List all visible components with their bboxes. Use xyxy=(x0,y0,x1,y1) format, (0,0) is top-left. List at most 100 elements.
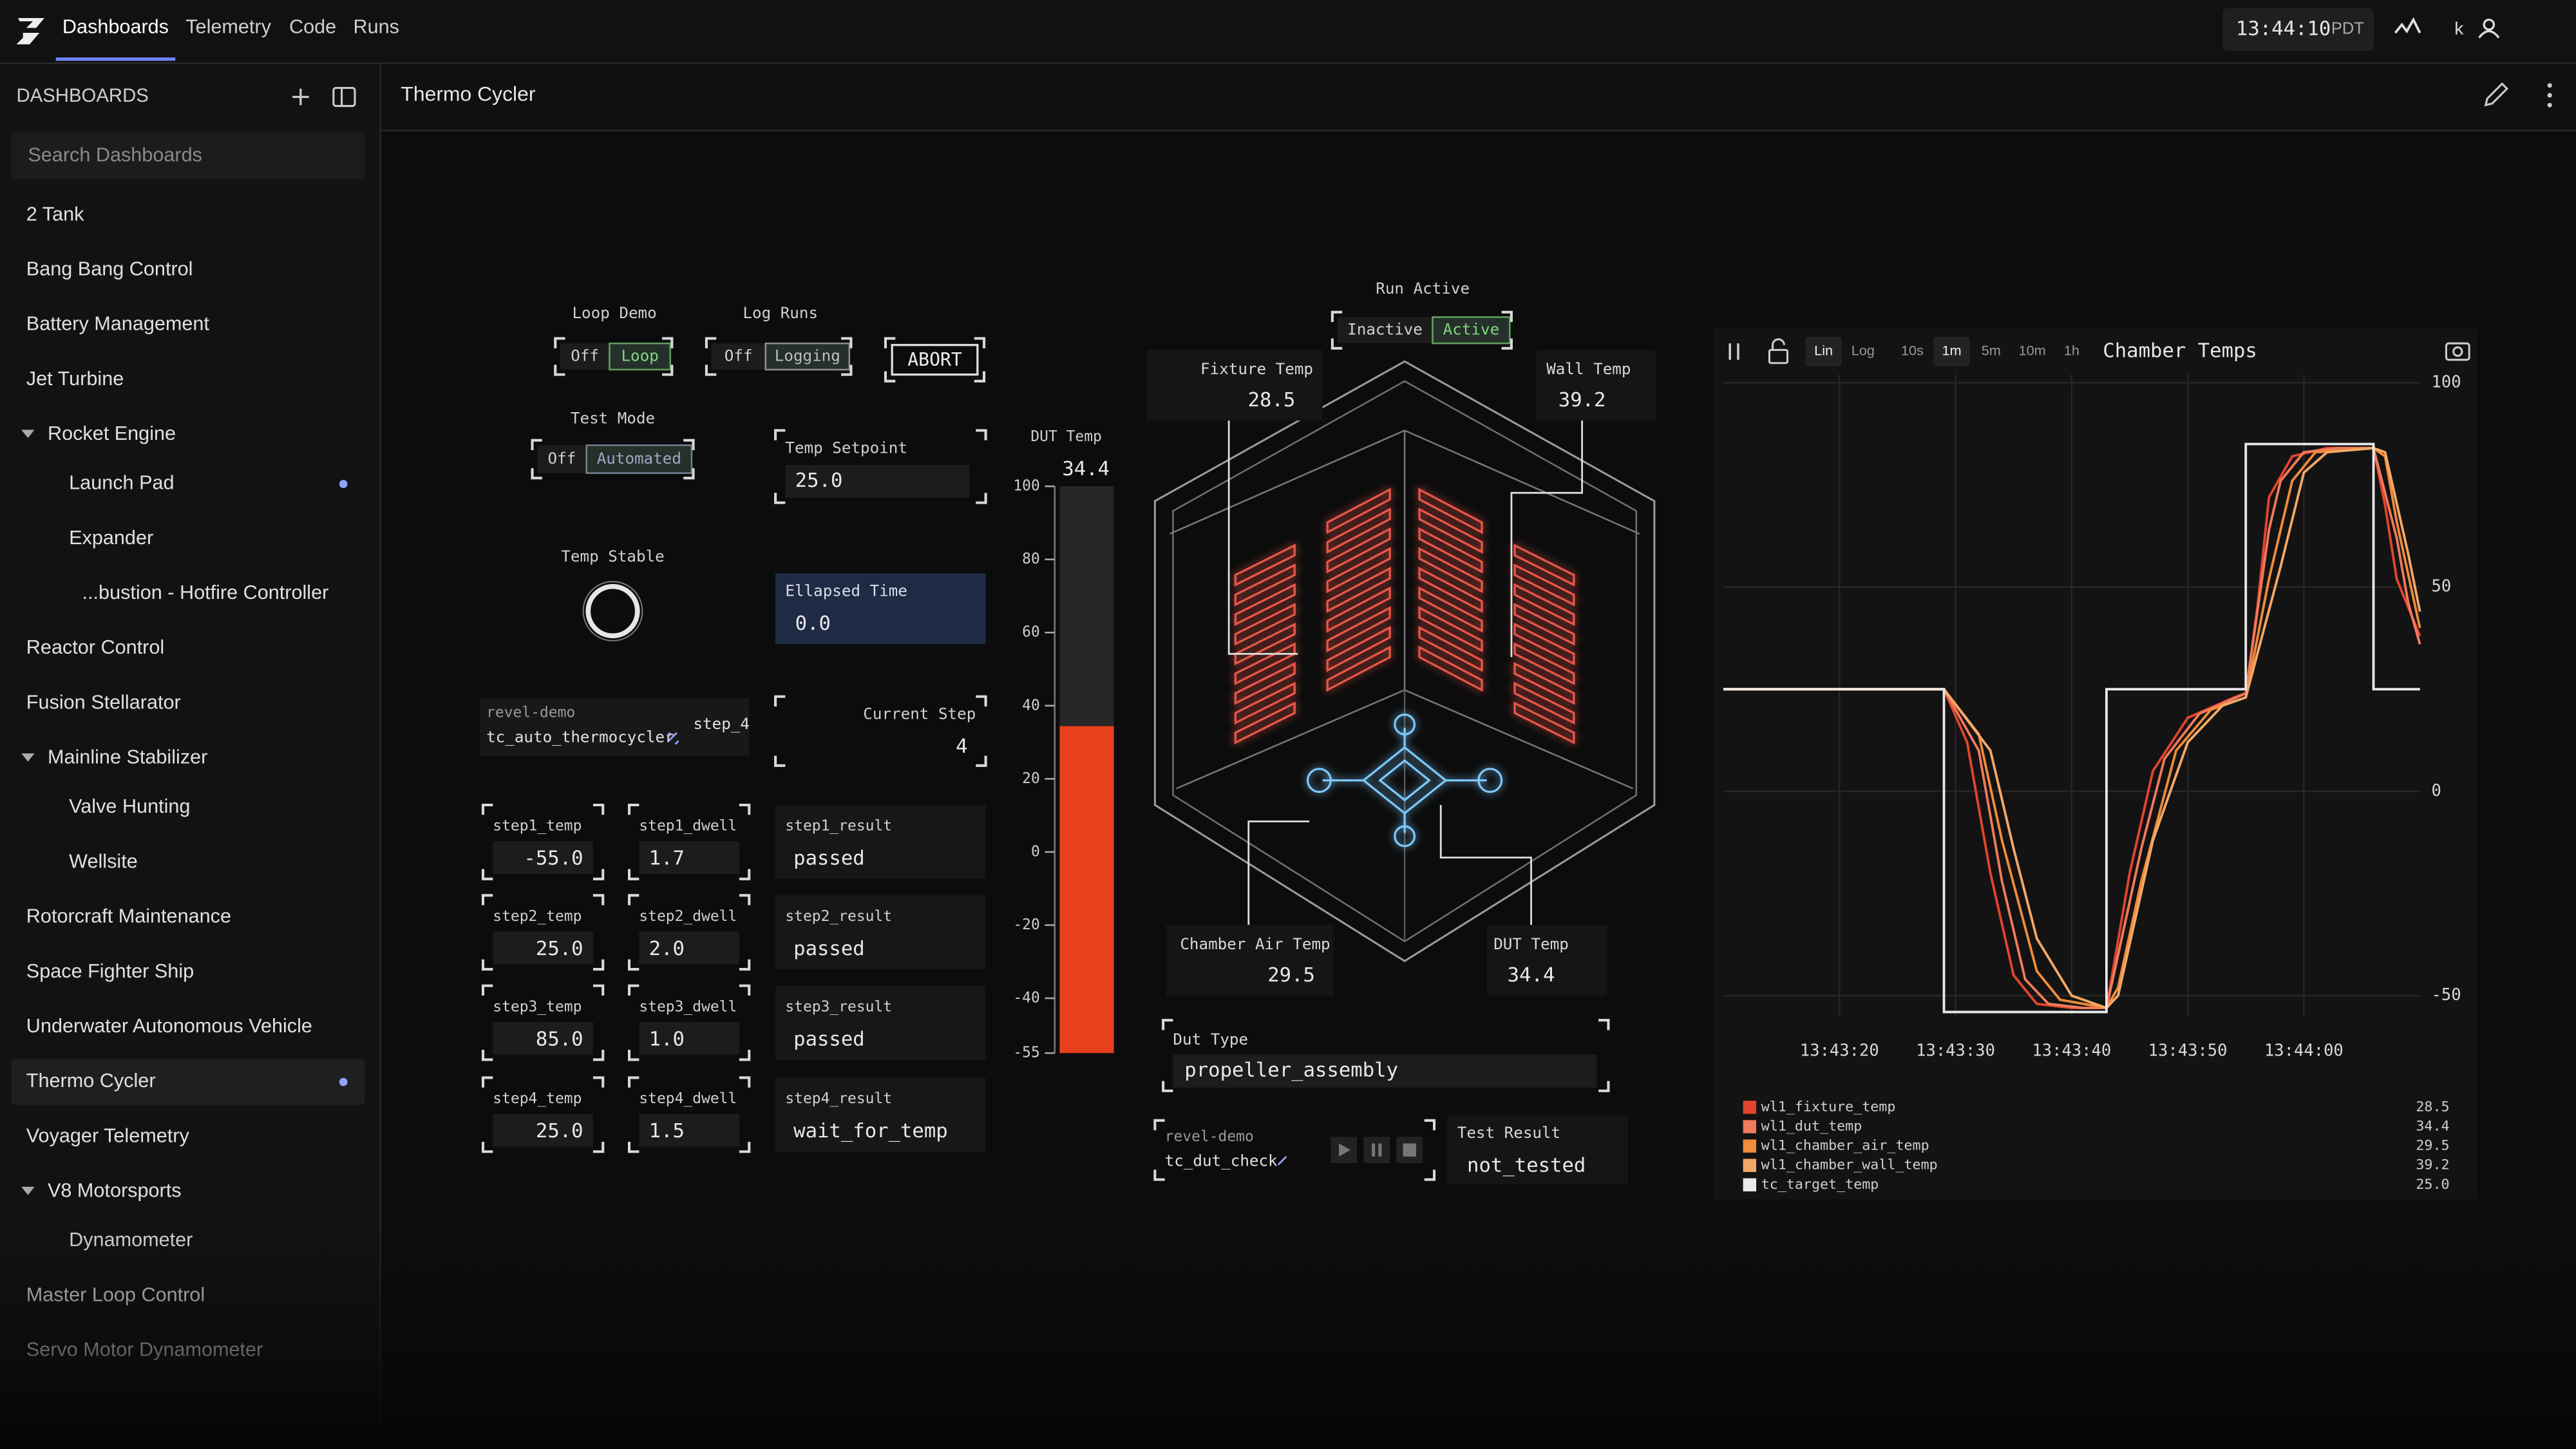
legend-name[interactable]: wl1_chamber_air_temp xyxy=(1761,1138,1929,1154)
step-label: step1_result xyxy=(785,818,892,835)
field-value: 4 xyxy=(956,735,967,758)
legend-name[interactable]: tc_target_temp xyxy=(1761,1177,1879,1193)
gauge-bar xyxy=(1059,726,1114,1054)
switch-option xyxy=(1337,317,1433,344)
window-option[interactable]: 5m xyxy=(1982,343,2001,359)
sidebar-item[interactable]: V8 Motorsports xyxy=(48,1180,182,1202)
x-tick-label: 13:44:00 xyxy=(2264,1041,2344,1061)
step-label: step4_temp xyxy=(493,1090,582,1107)
switch-option-label[interactable]: Inactive xyxy=(1347,321,1423,339)
sidebar-item[interactable]: Launch Pad xyxy=(69,472,174,494)
nav-tab[interactable]: Telemetry xyxy=(185,15,271,37)
sidebar-item[interactable]: Rocket Engine xyxy=(48,422,176,444)
legend-name[interactable]: wl1_fixture_temp xyxy=(1761,1099,1896,1115)
switch-option-label[interactable]: Loop xyxy=(621,347,658,365)
sidebar-item[interactable]: Rotorcraft Maintenance xyxy=(26,905,231,927)
legend-value: 25.0 xyxy=(2416,1177,2449,1193)
sidebar-item[interactable]: 2 Tank xyxy=(26,203,84,225)
step-value: 2.0 xyxy=(649,938,685,960)
sidebar-item[interactable]: Fusion Stellarator xyxy=(26,691,181,713)
timezone: PDT xyxy=(2331,20,2364,38)
window-option[interactable]: 1m xyxy=(1942,343,1962,359)
legend-name[interactable]: wl1_dut_temp xyxy=(1761,1118,1862,1134)
sidebar-item[interactable]: Mainline Stabilizer xyxy=(48,746,207,768)
field-label: Temp Setpoint xyxy=(785,439,907,457)
nav-tab[interactable]: Dashboards xyxy=(62,15,169,37)
switch-label: Log Runs xyxy=(743,304,818,322)
search-box[interactable] xyxy=(11,131,365,180)
abort-button[interactable]: ABORT xyxy=(907,349,962,370)
panel-icon[interactable] xyxy=(332,86,356,108)
clock: 13:44:10 xyxy=(2236,17,2331,40)
step-value-box xyxy=(493,1113,593,1147)
sequence-name[interactable]: tc_dut_check xyxy=(1165,1152,1278,1170)
sidebar-item[interactable]: Jet Turbine xyxy=(26,368,124,390)
switch-option-label[interactable]: Off xyxy=(548,450,576,468)
switch-option-label[interactable]: Off xyxy=(571,347,599,365)
switch-option-label[interactable]: Off xyxy=(724,347,753,365)
sidebar-item[interactable]: Underwater Autonomous Vehicle xyxy=(26,1015,312,1037)
sidebar-item[interactable]: Bang Bang Control xyxy=(26,258,193,279)
field-label: Dut Type xyxy=(1173,1030,1248,1048)
scale-option[interactable]: Lin xyxy=(1814,343,1833,359)
nav-tab[interactable]: Code xyxy=(289,15,336,37)
legend-name[interactable]: wl1_chamber_wall_temp xyxy=(1761,1157,1938,1173)
edit-icon[interactable] xyxy=(2484,82,2509,107)
window-option[interactable]: 10m xyxy=(2019,343,2046,359)
lock-icon[interactable] xyxy=(1768,338,1789,365)
step-value: -55.0 xyxy=(524,848,583,870)
camera-icon[interactable] xyxy=(2445,342,2470,361)
readout-value: 28.5 xyxy=(1248,389,1296,412)
add-icon[interactable] xyxy=(292,88,309,106)
step-value-box xyxy=(493,1021,593,1055)
x-tick-label: 13:43:20 xyxy=(1800,1041,1879,1061)
nav-tab[interactable]: Runs xyxy=(353,15,399,37)
activity-icon[interactable] xyxy=(2394,17,2421,34)
window-option[interactable]: 10s xyxy=(1901,343,1924,359)
sidebar-item[interactable]: Expander xyxy=(69,527,153,549)
pause-icon[interactable] xyxy=(1372,1143,1382,1157)
sidebar-item[interactable]: ...bustion - Hotfire Controller xyxy=(82,582,329,603)
pause-icon[interactable] xyxy=(1728,343,1739,360)
expand-caret[interactable] xyxy=(21,753,35,762)
sidebar-item[interactable]: Thermo Cycler xyxy=(26,1070,156,1092)
sidebar-item[interactable]: Valve Hunting xyxy=(69,795,190,817)
sidebar-item[interactable]: Battery Management xyxy=(26,313,210,335)
sidebar-item[interactable]: Wellsite xyxy=(69,850,138,872)
link-icon xyxy=(666,732,679,745)
user-icon[interactable] xyxy=(2478,18,2500,39)
x-tick-label: 13:43:30 xyxy=(1916,1041,1995,1061)
step-label: step3_result xyxy=(785,998,892,1015)
bracket xyxy=(1153,1119,1436,1181)
expand-caret[interactable] xyxy=(21,430,35,439)
switch-option xyxy=(560,343,610,370)
switch-option-label[interactable]: Logging xyxy=(775,347,840,365)
field-label: Ellapsed Time xyxy=(785,582,907,600)
step-label: step3_dwell xyxy=(639,998,737,1015)
chamber-illustration xyxy=(1153,360,1656,963)
window-option[interactable]: 1h xyxy=(2064,343,2079,359)
readout-box xyxy=(1146,350,1323,421)
stop-icon[interactable] xyxy=(1403,1143,1416,1157)
sequence-user: revel-demo xyxy=(1165,1128,1254,1145)
sequence-name[interactable]: tc_auto_thermocycler xyxy=(486,728,674,746)
sidebar-item[interactable]: Space Fighter Ship xyxy=(26,960,194,982)
clock-box xyxy=(2222,8,2374,52)
legend-swatch xyxy=(1743,1178,1757,1191)
menu-icon[interactable] xyxy=(2547,83,2552,108)
control-button[interactable] xyxy=(1363,1137,1390,1164)
play-icon[interactable] xyxy=(1339,1143,1350,1157)
logo[interactable] xyxy=(16,18,44,44)
switch-option-label[interactable]: Automated xyxy=(597,450,681,468)
expand-caret[interactable] xyxy=(21,1186,35,1195)
sidebar-item[interactable]: Voyager Telemetry xyxy=(26,1124,190,1146)
toggle-active xyxy=(1805,336,1842,366)
status-ring xyxy=(585,583,640,639)
scale-option[interactable]: Log xyxy=(1852,343,1875,359)
switch-option-label[interactable]: Active xyxy=(1443,321,1500,339)
temp-stable-label: Temp Stable xyxy=(561,547,664,565)
live-dot xyxy=(339,1077,348,1086)
sidebar-item[interactable]: Reactor Control xyxy=(26,636,164,658)
step-value: 25.0 xyxy=(536,1120,583,1142)
bracket xyxy=(705,337,853,376)
